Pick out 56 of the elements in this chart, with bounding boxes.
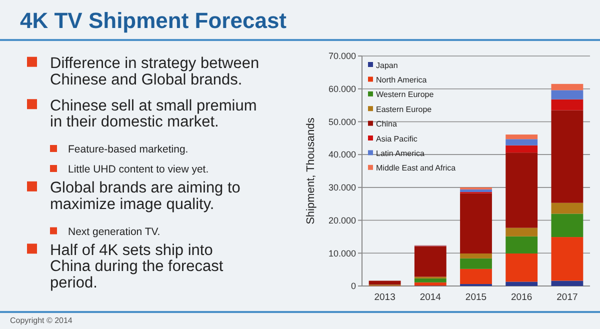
y-tick-label: 70.000	[328, 51, 356, 62]
y-tick-label: 50.000	[328, 116, 356, 127]
y-tick-label: 10.000	[328, 248, 356, 258]
legend-label: Asia Pacific	[376, 134, 418, 144]
text: Feature-based marketing.	[68, 144, 188, 156]
bar	[551, 84, 584, 90]
legend-label: China	[376, 120, 398, 129]
bar	[551, 280, 584, 286]
bar	[551, 110, 584, 203]
legend-label: Western Europe	[376, 90, 434, 100]
text: 4K TV Shipment Forecast	[20, 8, 288, 33]
x-tick-label: 2017	[556, 292, 578, 303]
y-axis-title: Shipment, Thousands	[305, 117, 317, 224]
bar	[506, 134, 538, 140]
bar	[551, 214, 584, 238]
text: Copyright © 2014	[10, 316, 73, 325]
y-tick-label: 40.000	[328, 150, 356, 160]
bar	[506, 228, 538, 236]
text: Global brands are aiming to maximize image quality.	[50, 180, 240, 213]
x-tick-label: 2014	[420, 292, 441, 303]
text: Little UHD content to view yet.	[68, 164, 209, 176]
legend-label: Latin America	[376, 149, 426, 158]
bar	[506, 253, 538, 282]
bar	[414, 282, 446, 286]
bar	[551, 90, 584, 100]
bar	[551, 99, 584, 110]
bar	[460, 193, 492, 254]
bar	[460, 253, 492, 258]
bar	[460, 268, 492, 284]
y-tick-label: 0	[350, 281, 356, 292]
text: Next generation TV.	[68, 226, 160, 238]
x-tick-label: 2015	[465, 292, 487, 303]
x-tick-label: 2013	[374, 292, 396, 303]
x-tick-label: 2016	[511, 292, 532, 303]
bar	[551, 202, 584, 214]
bar	[460, 258, 492, 269]
text: Half of 4K sets ship into China during the forecast period.	[50, 242, 224, 292]
y-tick-label: 30.000	[328, 182, 356, 193]
text: Difference in strategy between Chinese and Global brands.	[50, 55, 260, 88]
bar	[414, 278, 446, 282]
bar	[414, 246, 446, 277]
bar	[506, 282, 538, 286]
bar	[506, 236, 538, 254]
y-tick-label: 60.000	[328, 84, 356, 94]
bar	[551, 237, 584, 281]
legend-label: Japan	[376, 60, 398, 70]
legend-label: Middle East and Africa	[376, 164, 456, 173]
bar	[506, 145, 538, 153]
legend-label: Eastern Europe	[376, 104, 432, 114]
y-tick-label: 20.000	[328, 215, 356, 226]
bar	[506, 139, 538, 146]
bar	[368, 280, 401, 285]
legend-label: North America	[376, 76, 428, 84]
text: Chinese sell at small premium in their domestic market.	[50, 97, 257, 131]
bar	[460, 189, 492, 192]
bar	[506, 152, 538, 228]
